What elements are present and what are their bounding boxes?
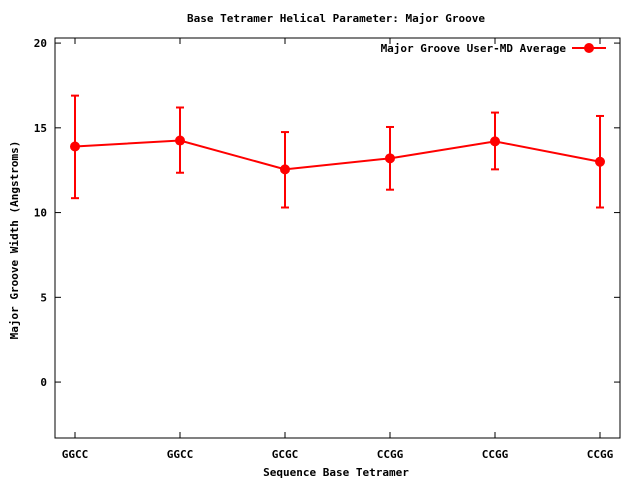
- x-tick-label: GCGC: [272, 448, 299, 461]
- legend-label: Major Groove User-MD Average: [381, 42, 567, 55]
- y-axis-label: Major Groove Width (Angstroms): [8, 141, 21, 340]
- data-point: [70, 141, 80, 152]
- y-tick-label: 15: [34, 122, 47, 135]
- data-point: [490, 136, 500, 147]
- x-tick-label: CCGG: [377, 448, 404, 461]
- x-ticks: GGCC GGCC GCGC CCGG CCGG CCGG: [62, 38, 614, 461]
- y-tick-label: 20: [34, 37, 47, 50]
- series-line: [74, 139, 601, 171]
- data-point: [280, 164, 290, 175]
- x-axis-label: Sequence Base Tetramer: [263, 466, 409, 479]
- data-point: [595, 156, 605, 167]
- legend-marker-swatch: [584, 43, 594, 53]
- x-tick-label: CCGG: [482, 448, 509, 461]
- data-point: [175, 135, 185, 146]
- y-tick-label: 10: [34, 207, 47, 220]
- x-tick-label: CCGG: [587, 448, 614, 461]
- x-tick-label: GGCC: [62, 448, 89, 461]
- x-tick-label: GGCC: [167, 448, 194, 461]
- chart-title: Base Tetramer Helical Parameter: Major G…: [187, 12, 485, 25]
- y-tick-label: 5: [40, 291, 47, 304]
- plot-frame: [54, 37, 621, 439]
- y-tick-label: 0: [40, 376, 47, 389]
- legend: Major Groove User-MD Average: [381, 42, 606, 55]
- series: [70, 94, 605, 209]
- y-ticks: 0 5 10 15 20: [34, 37, 620, 389]
- data-point: [385, 153, 395, 164]
